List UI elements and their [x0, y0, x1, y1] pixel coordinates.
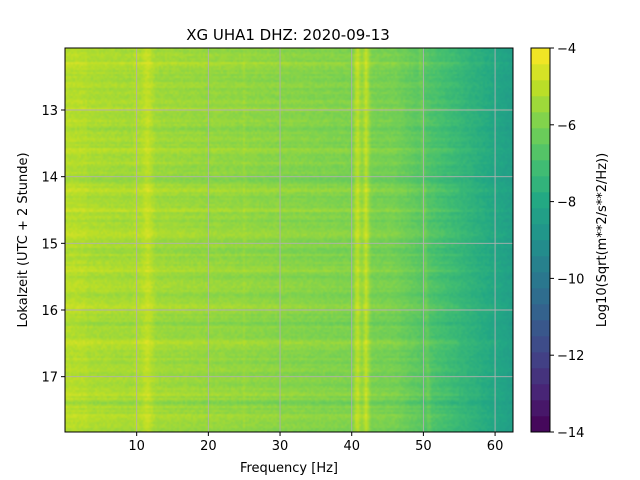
colorbar-segment	[531, 304, 550, 321]
x-tick-label: 40	[343, 439, 360, 454]
colorbar-segment	[531, 368, 550, 385]
colorbar-segment	[531, 256, 550, 273]
x-axis: 10 20 30 40 50 60	[128, 432, 503, 454]
colorbar-segment	[531, 176, 550, 193]
colorbar-segment	[531, 400, 550, 417]
y-tick-label: 14	[41, 171, 58, 186]
colorbar-segment	[531, 272, 550, 289]
colorbar-segment	[531, 48, 550, 65]
colorbar-tick-label: −6	[557, 119, 576, 134]
colorbar-segment	[531, 160, 550, 177]
x-tick-label: 30	[272, 439, 289, 454]
colorbar-segment	[531, 144, 550, 161]
colorbar-segment	[531, 64, 550, 81]
y-tick-label: 16	[41, 304, 58, 319]
colorbar-segment	[531, 384, 550, 401]
colorbar-segment	[531, 336, 550, 353]
x-tick-label: 50	[415, 439, 432, 454]
colorbar-segment	[531, 416, 550, 433]
x-axis-label: Frequency [Hz]	[240, 461, 338, 476]
colorbar-segment	[531, 208, 550, 225]
y-tick-label: 13	[41, 104, 58, 119]
colorbar-tick-label: −10	[557, 272, 584, 287]
x-tick-label: 10	[128, 439, 145, 454]
x-tick-label: 60	[487, 439, 504, 454]
grid-lines	[65, 48, 513, 432]
y-tick-label: 15	[41, 237, 58, 252]
colorbar-segment	[531, 112, 550, 129]
colorbar: −14 −12 −10 −8 −6 −4	[530, 42, 584, 441]
colorbar-frame	[530, 47, 551, 433]
colorbar-segment	[531, 224, 550, 241]
plot-frame	[64, 47, 514, 433]
colorbar-segment	[531, 128, 550, 145]
heatmap-plot	[65, 48, 513, 432]
colorbar-segment	[531, 288, 550, 305]
chart-title: XG UHA1 DHZ: 2020-09-13	[186, 26, 390, 44]
colorbar-segment	[531, 96, 550, 113]
y-axis-label: Lokalzeit (UTC + 2 Stunde)	[16, 152, 31, 327]
x-tick-label: 20	[200, 439, 217, 454]
colorbar-segment	[531, 240, 550, 257]
colorbar-tick-label: −8	[557, 196, 576, 211]
y-axis: 13 14 15 16 17	[41, 104, 65, 386]
colorbar-tick-label: −14	[557, 426, 584, 441]
spectrogram-image	[65, 48, 513, 432]
colorbar-tick-label: −4	[557, 42, 576, 57]
colorbar-segment	[531, 352, 550, 369]
y-tick-label: 17	[41, 371, 58, 386]
colorbar-segment	[531, 320, 550, 337]
colorbar-tick-label: −12	[557, 349, 584, 364]
colorbar-label: Log10(Sqrt(m**2/s**2/Hz))	[595, 153, 610, 327]
colorbar-segment	[531, 80, 550, 97]
colorbar-segment	[531, 192, 550, 209]
